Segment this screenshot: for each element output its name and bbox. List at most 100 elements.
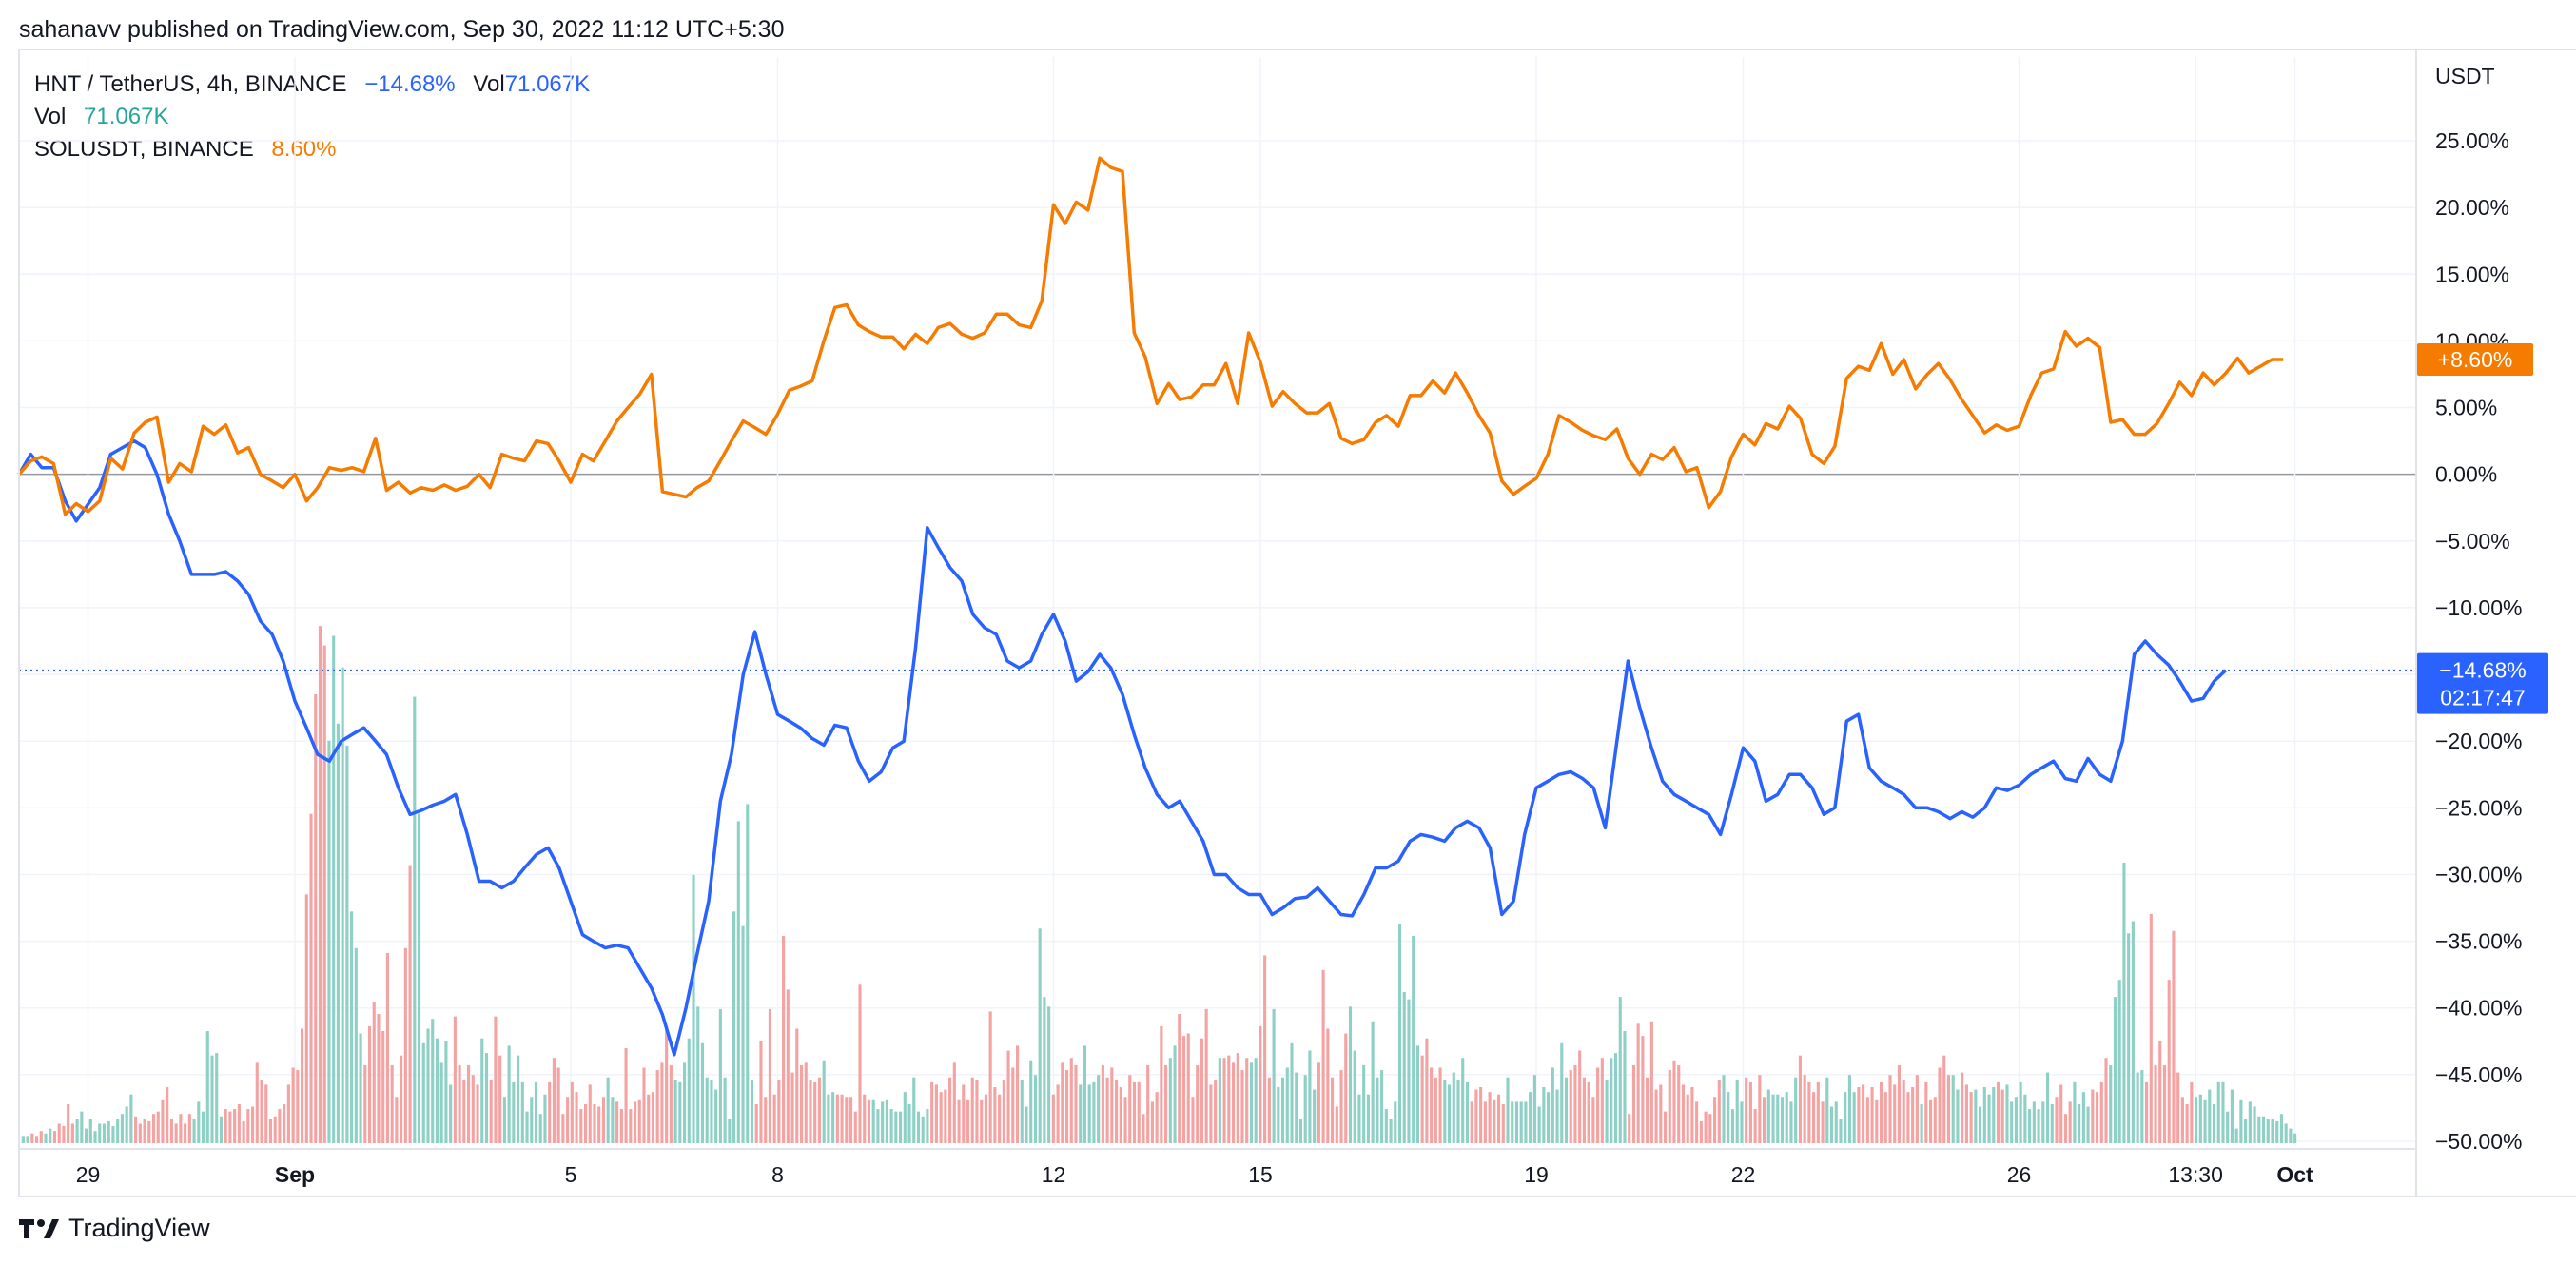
volume-bar (570, 1081, 574, 1143)
volume-bar (1964, 1084, 1968, 1143)
volume-bar (197, 1101, 201, 1143)
volume-bar (403, 947, 407, 1143)
volume-bar (1794, 1077, 1798, 1143)
volume-bar (1834, 1101, 1838, 1143)
volume-bar (400, 1055, 403, 1143)
volume-bar (1753, 1109, 1757, 1143)
volume-bar (1865, 1097, 1869, 1143)
volume-bar (858, 984, 862, 1143)
volume-bar (1745, 1077, 1748, 1143)
volume-bar (1142, 1114, 1145, 1143)
volume-bar (278, 1109, 282, 1143)
chart-grid (19, 57, 2416, 1146)
volume-bar (268, 1119, 273, 1143)
volume-bar (286, 1084, 290, 1143)
volume-bar (984, 1094, 987, 1143)
volume-bar (655, 1070, 659, 1143)
volume-bar (795, 1028, 799, 1143)
volume-bar (250, 1106, 255, 1143)
volume-bar (187, 1114, 191, 1143)
volume-bar (1155, 1092, 1159, 1143)
volume-bar (1883, 1092, 1887, 1143)
volume-bar (413, 696, 417, 1143)
y-tick-label: −10.00% (2435, 595, 2522, 620)
volume-bar (593, 1103, 596, 1143)
y-tick-label: −20.00% (2435, 729, 2522, 753)
volume-bar (1178, 1014, 1181, 1143)
volume-bar (1079, 1084, 1083, 1143)
volume-bar (439, 1062, 443, 1143)
chart-axes: 25.00%20.00%15.00%10.00%5.00%0.00%−5.00%… (18, 49, 2576, 1197)
volume-bar (1137, 1081, 1141, 1143)
volume-bar (1461, 1058, 1465, 1143)
volume-bar (2059, 1084, 2063, 1143)
volume-bar (2226, 1111, 2230, 1143)
volume-bar (336, 723, 340, 1143)
legend-vol-row[interactable]: Vol 71.067K (34, 101, 590, 133)
volume-bar (2176, 1072, 2180, 1143)
volume-bar (1690, 1087, 1694, 1143)
volume-bar (49, 1128, 52, 1143)
volume-bar (1308, 1050, 1312, 1143)
volume-bar (520, 1081, 524, 1143)
volume-bar (1415, 1045, 1419, 1143)
volume-bar (993, 1087, 997, 1143)
volume-bar (2032, 1101, 2036, 1143)
volume-bar (1348, 1006, 1353, 1143)
volume-bar (431, 1019, 435, 1143)
volume-bar (1263, 955, 1267, 1143)
volume-bar (1924, 1081, 1928, 1143)
volume-bar (642, 1067, 646, 1143)
volume-bar (107, 1120, 110, 1143)
volume-bar (1514, 1101, 1519, 1143)
volume-bar (1596, 1067, 1600, 1143)
volume-bar (782, 935, 786, 1143)
x-tick-label: Oct (2276, 1162, 2313, 1187)
volume-bar (948, 1077, 952, 1143)
volume-bar (1326, 1028, 1330, 1143)
volume-bar (2275, 1120, 2279, 1143)
volume-bar (1092, 1081, 1096, 1143)
volume-bar (2113, 997, 2117, 1143)
volume-bar (660, 1062, 664, 1143)
volume-bar (804, 1062, 808, 1143)
volume-bar (916, 1111, 921, 1143)
volume-bar (2266, 1119, 2270, 1143)
hnt-last-value-text: −14.68% (2439, 658, 2526, 683)
volume-bar (998, 1094, 1002, 1143)
volume-bar (85, 1128, 88, 1143)
volume-bar (957, 1099, 961, 1143)
x-tick-label: 8 (771, 1162, 784, 1187)
volume-bar (673, 1080, 677, 1143)
volume-bar (930, 1081, 934, 1143)
volume-bar (116, 1119, 120, 1143)
volume-bar (1532, 1075, 1536, 1143)
volume-bar (484, 1053, 489, 1143)
volume-bar (1280, 1077, 1285, 1143)
volume-bar (718, 1008, 722, 1143)
volume-bar (151, 1114, 156, 1143)
volume-bar (764, 1097, 768, 1143)
volume-bar (1006, 1050, 1010, 1143)
volume-bar (790, 1072, 794, 1143)
volume-bar (1758, 1075, 1762, 1143)
volume-bar (1519, 1101, 1523, 1143)
volume-bar (2050, 1103, 2054, 1143)
volume-bar (601, 1097, 606, 1143)
volume-bar (1394, 1101, 1397, 1143)
volume-bar (633, 1101, 637, 1143)
volume-bar (367, 1025, 372, 1143)
tradingview-footer[interactable]: TradingView (19, 1214, 210, 1243)
volume-bar (1862, 1084, 1865, 1143)
volume-bar (1911, 1087, 1915, 1143)
volume-bar (2212, 1103, 2216, 1143)
volume-bar (799, 1064, 804, 1143)
volume-bar (1061, 1062, 1064, 1143)
volume-bar (2145, 1081, 2149, 1143)
volume-bar (2127, 933, 2131, 1143)
volume-bar (1821, 1101, 1825, 1143)
volume-bar (1047, 1006, 1051, 1143)
volume-bar (1776, 1094, 1780, 1143)
currency-label: USDT (2435, 64, 2495, 88)
